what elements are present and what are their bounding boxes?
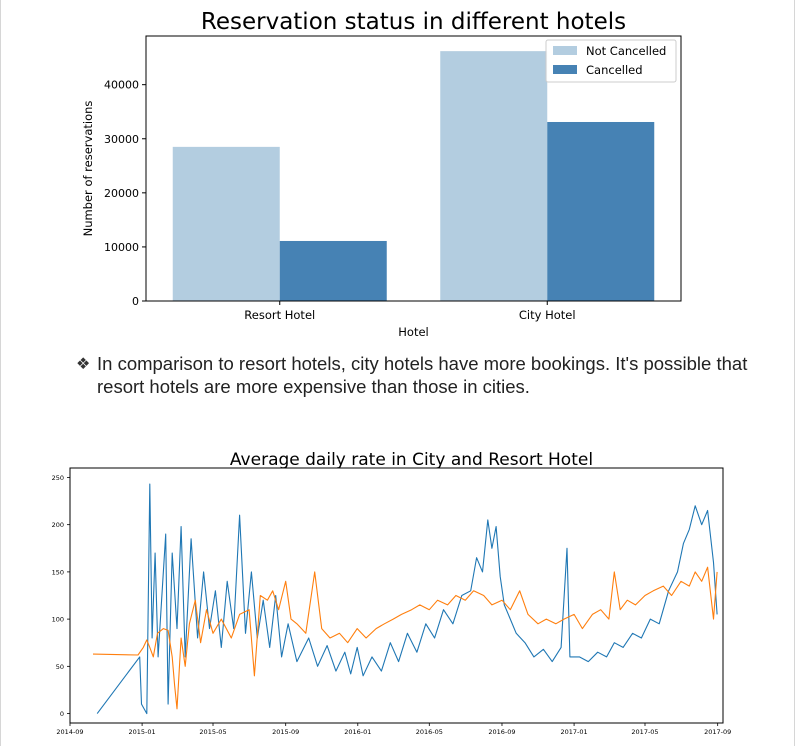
- comparison-note: ❖ In comparison to resort hotels, city h…: [76, 352, 756, 398]
- x-tick-label: 2017-09: [704, 728, 731, 736]
- y-tick-label: 100: [52, 616, 64, 624]
- legend-box: [545, 39, 677, 83]
- y-tick-label: 150: [52, 568, 64, 576]
- y-tick-label: 40000: [104, 79, 139, 92]
- plot-frame: [69, 467, 724, 724]
- y-tick-label: 0: [132, 295, 139, 308]
- y-tick-label: 0: [60, 710, 64, 718]
- y-tick-label: 250: [52, 474, 64, 482]
- x-tick-label: 2015-05: [199, 728, 226, 736]
- x-tick-label: City Hotel: [519, 308, 576, 322]
- x-tick-label: 2017-05: [631, 728, 658, 736]
- x-axis-label: Hotel: [398, 325, 428, 339]
- bar: [279, 240, 387, 301]
- x-tick-label: 2015-01: [129, 728, 156, 736]
- plot-frame: [145, 35, 682, 302]
- comparison-note-text: In comparison to resort hotels, city hot…: [97, 353, 748, 397]
- chart-title: Reservation status in different hotels: [201, 9, 626, 35]
- x-tick-label: 2016-09: [488, 728, 515, 736]
- page-border-left: [0, 0, 1, 746]
- x-tick-label: 2016-01: [344, 728, 371, 736]
- y-axis-label: Number of reservations: [81, 101, 95, 237]
- y-tick-label: 50: [56, 663, 64, 671]
- series-line: [92, 566, 718, 710]
- legend-label: Cancelled: [586, 63, 643, 77]
- x-tick-label: Resort Hotel: [244, 308, 315, 322]
- y-tick-label: 10000: [104, 241, 139, 254]
- x-tick-label: 2014-09: [56, 728, 83, 736]
- bar: [172, 146, 280, 301]
- x-tick-label: 2016-05: [416, 728, 443, 736]
- y-tick-label: 200: [52, 521, 64, 529]
- x-tick-label: 2015-09: [272, 728, 299, 736]
- bar: [547, 121, 655, 301]
- series-line: [96, 483, 718, 715]
- legend: Not Cancelled Cancelled: [545, 39, 677, 83]
- y-tick-label: 30000: [104, 133, 139, 146]
- bar: [440, 51, 548, 302]
- average-daily-rate-chart: Average daily rate in City and Resort Ho…: [52, 450, 732, 736]
- legend-label: Not Cancelled: [586, 44, 666, 58]
- diamond-bullet-icon: ❖: [76, 354, 91, 373]
- chart-title: Average daily rate in City and Resort Ho…: [230, 450, 593, 470]
- y-tick-label: 20000: [104, 187, 139, 200]
- legend-swatch: [553, 65, 577, 74]
- legend-swatch: [553, 46, 577, 55]
- reservation-status-chart: Reservation status in different hotels 0 1…: [81, 9, 682, 339]
- x-tick-label: 2017-01: [560, 728, 587, 736]
